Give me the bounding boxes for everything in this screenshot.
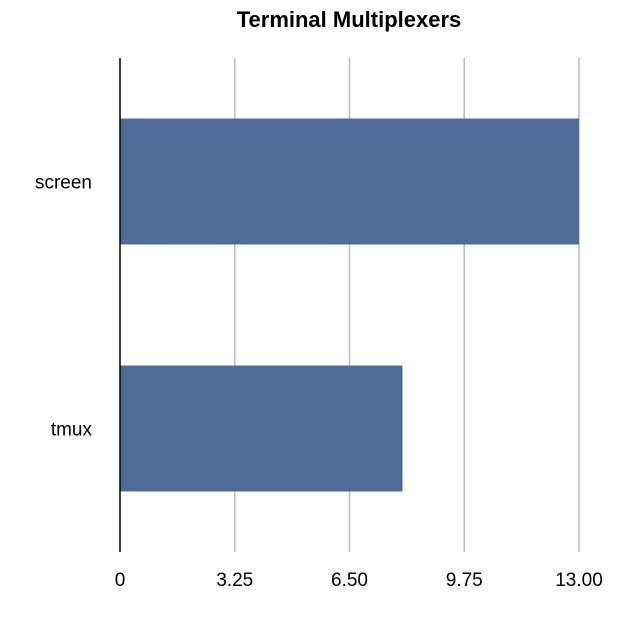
category-labels: screen tmux: [35, 173, 93, 441]
bars: [120, 118, 579, 492]
bar-screen: [120, 118, 579, 245]
x-tick-label-2: 6.50: [331, 570, 368, 591]
chart-title: Terminal Multiplexers: [237, 7, 462, 32]
x-tick-labels: 0 3.25 6.50 9.75 13.00: [115, 570, 603, 591]
x-tick-label-1: 3.25: [216, 570, 253, 591]
category-label-screen: screen: [35, 173, 92, 194]
category-label-tmux: tmux: [51, 420, 93, 441]
x-tick-label-0: 0: [115, 570, 126, 591]
bar-tmux: [120, 365, 403, 492]
x-tick-label-4: 13.00: [555, 570, 603, 591]
x-tick-label-3: 9.75: [446, 570, 483, 591]
